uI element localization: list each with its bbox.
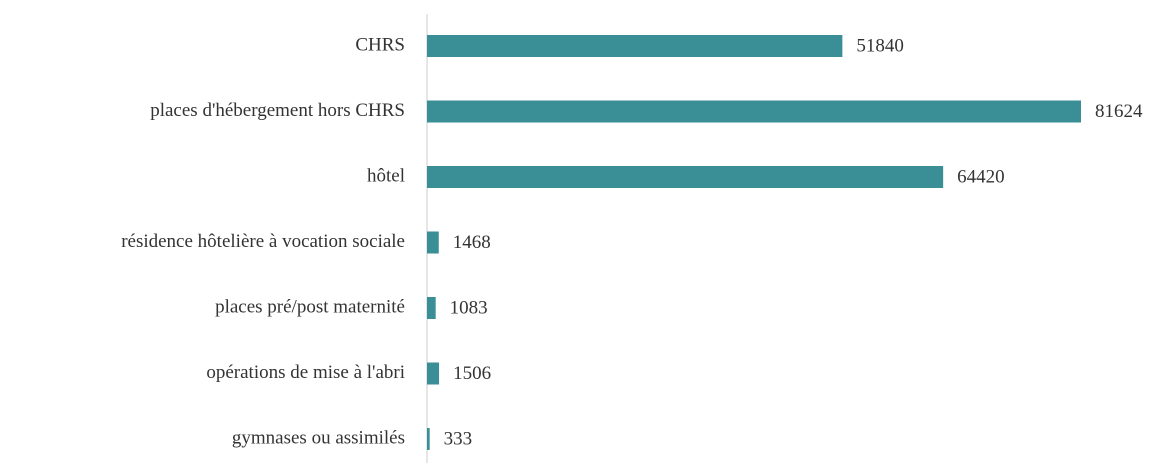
bar xyxy=(427,428,430,450)
category-label: places d'hébergement hors CHRS xyxy=(150,100,405,121)
category-label: opérations de mise à l'abri xyxy=(206,362,405,383)
category-label: CHRS xyxy=(355,34,405,55)
category-label: gymnases ou assimilés xyxy=(232,427,405,448)
value-label: 64420 xyxy=(957,166,1005,187)
value-label: 1468 xyxy=(453,232,491,253)
bar xyxy=(427,297,436,319)
bar xyxy=(427,100,1081,123)
category-label: places pré/post maternité xyxy=(215,296,405,317)
category-label: résidence hôtelière à vocation sociale xyxy=(121,231,405,252)
value-label: 51840 xyxy=(856,35,904,56)
value-label: 333 xyxy=(444,428,473,449)
value-label: 1083 xyxy=(450,297,488,318)
bar xyxy=(427,35,843,57)
value-label: 81624 xyxy=(1095,101,1143,122)
category-label: hôtel xyxy=(367,165,405,186)
bar xyxy=(427,362,440,385)
bar xyxy=(427,166,944,188)
value-label: 1506 xyxy=(453,363,491,384)
bar xyxy=(427,231,439,254)
